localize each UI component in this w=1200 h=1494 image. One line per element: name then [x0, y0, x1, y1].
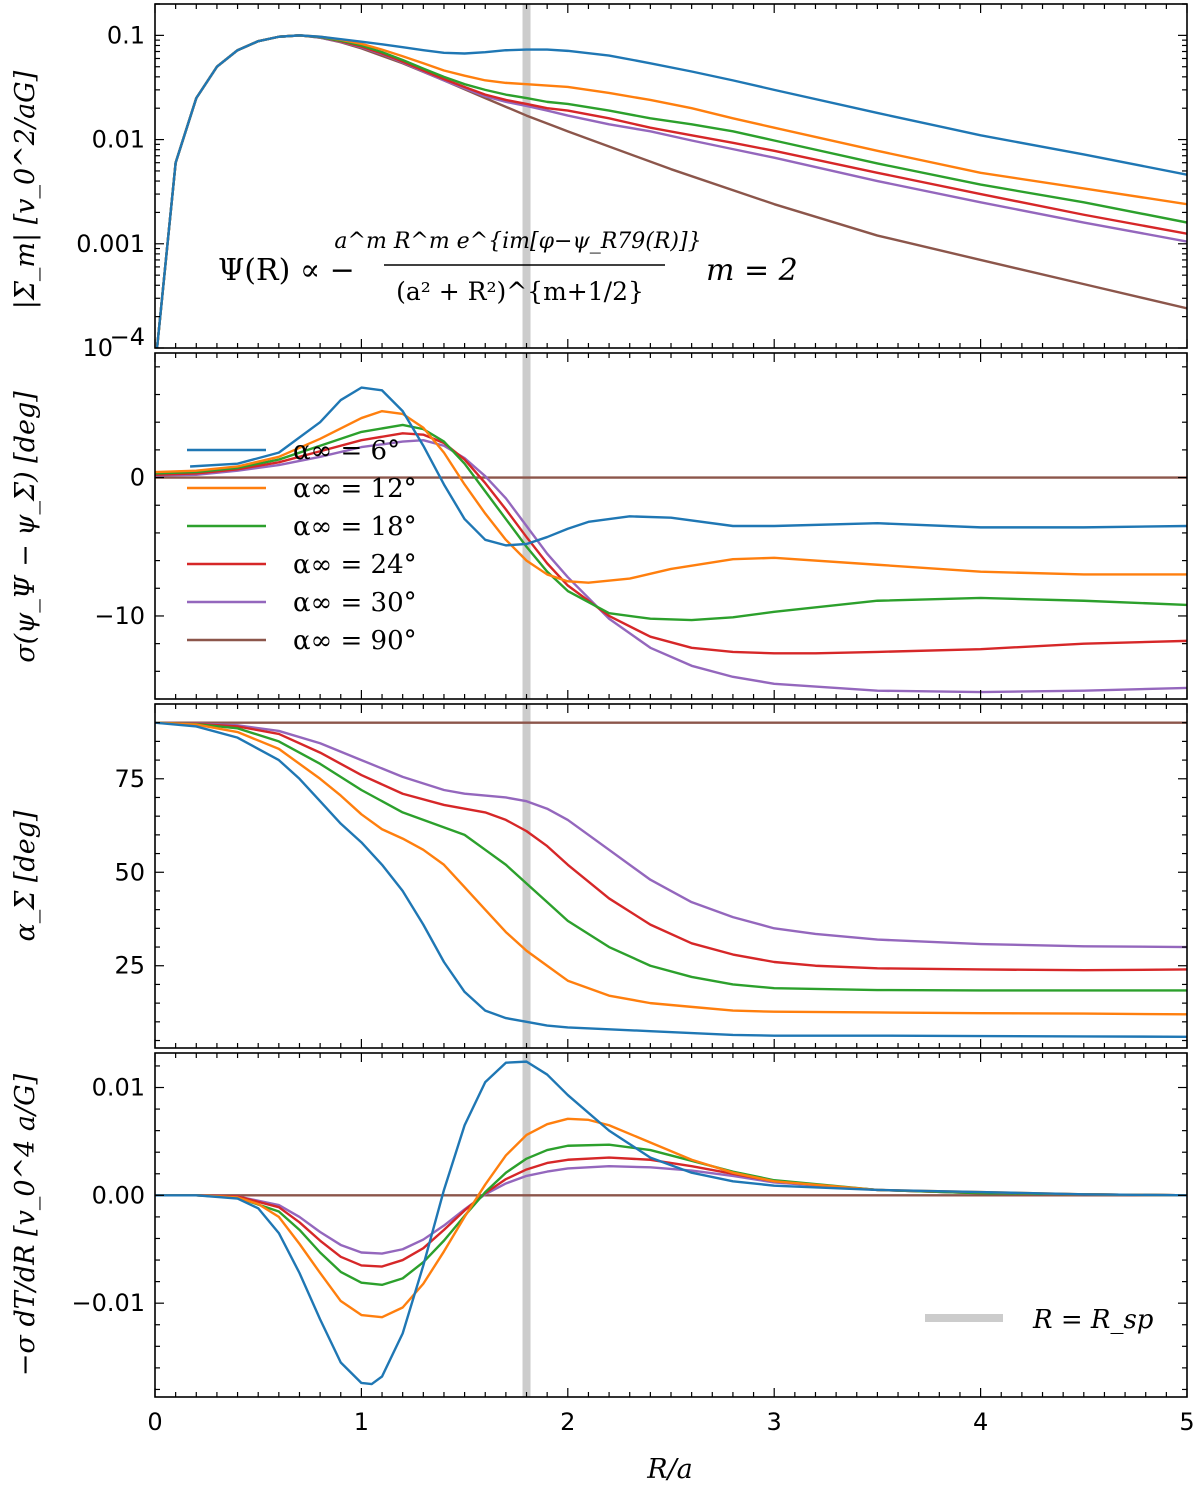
x-axis-label: R/a — [646, 1454, 693, 1485]
x-tick-label: 3 — [767, 1408, 782, 1436]
legend-label: α∞ = 24° — [293, 550, 417, 580]
series-line-alpha-12 — [155, 409, 1187, 584]
legend-label: α∞ = 12° — [293, 474, 417, 504]
formula-numerator: a^m R^m e^{im[φ−ψ_R79(R)]} — [334, 229, 701, 254]
panel-torque-axes: 0 1 2 3 4 5 −0.01 0.00 0.01 — [71, 1052, 1195, 1436]
y-tick-label-exponent: −4 — [110, 323, 145, 351]
axes-frame — [154, 3, 1188, 349]
panel-sigma-m-axes: 10−4 0.001 0.01 0.1 — [76, 3, 1188, 362]
y-tick-label: 0.1 — [107, 21, 145, 49]
panel-sigma-m-lines — [155, 34, 1187, 348]
series-line-alpha-12 — [155, 1117, 1187, 1319]
axes-frame — [154, 703, 1188, 1049]
series-line-alpha-24 — [155, 721, 1187, 972]
series-line-alpha-6 — [155, 721, 1187, 1038]
panel-torque-lines — [155, 1060, 1187, 1386]
y-tick-label: 25 — [114, 952, 145, 980]
y-tick-label: 0 — [130, 464, 145, 492]
series-line-alpha-6 — [155, 34, 1187, 348]
y-tick-label: −0.01 — [71, 1289, 145, 1317]
formula-lhs: Ψ(R) ∝ − — [218, 253, 355, 288]
series-line-alpha-12 — [155, 721, 1187, 1016]
formula-denominator: (a² + R²)^{m+1/2} — [396, 277, 644, 306]
legend-label: α∞ = 18° — [293, 512, 417, 542]
series-line-alpha-90 — [155, 34, 1187, 348]
y-tick-label: 0.01 — [92, 1074, 145, 1102]
y-tick-label: 75 — [114, 765, 145, 793]
series-line-alpha-18 — [155, 34, 1187, 348]
series-line-alpha-6 — [190, 386, 1187, 547]
x-tick-label: 5 — [1179, 1408, 1194, 1436]
series-line-alpha-18 — [155, 721, 1187, 992]
series-line-alpha-30 — [155, 34, 1187, 348]
panel-torque-ylabel: −σ dT/dR [v_0^4 a/G] — [10, 1073, 41, 1376]
panel-alpha-ylabel: α_Σ [deg] — [10, 810, 41, 941]
series-line-alpha-30 — [155, 438, 1187, 694]
series-line-alpha-12 — [155, 34, 1187, 348]
legend-label: α∞ = 90° — [293, 626, 417, 656]
panel-sigma-m-ylabel: |Σ_m| [v_0^2/aG] — [10, 70, 41, 309]
y-tick-label: 0.001 — [76, 230, 145, 258]
reference-line-legend: R = R_sp — [925, 1305, 1154, 1335]
y-tick-label: 10 — [82, 334, 113, 362]
y-tick-label: 0.01 — [92, 126, 145, 154]
panel-phase-ylabel: σ(ψ_Ψ − ψ_Σ) [deg] — [10, 391, 41, 663]
panel-alpha-axes: 25 50 75 — [114, 703, 1188, 1049]
panel-alpha-sigma: 25 50 75 α_Σ [deg] — [10, 703, 1188, 1049]
panel-sigma-m: 10−4 0.001 0.01 0.1 |Σ_m| [v_0^2/aG] Ψ(R) ∝… — [10, 3, 1188, 362]
phase-legend: α∞ = 6° α∞ = 12° α∞ = 18° α∞ = 24° α∞ = 30° α… — [187, 436, 417, 656]
panel-phase-axes: −10 0 — [94, 352, 1188, 700]
x-tick-label: 0 — [147, 1408, 162, 1436]
reference-line-legend-label: R = R_sp — [1032, 1305, 1154, 1335]
y-tick-label: 0.00 — [92, 1181, 145, 1209]
series-line-alpha-24 — [155, 432, 1187, 655]
series-line-alpha-30 — [155, 721, 1187, 949]
panel-phase-lines — [155, 386, 1187, 694]
formula-condition: m = 2 — [706, 253, 798, 288]
legend-label: α∞ = 30° — [293, 588, 417, 618]
x-tick-label: 1 — [354, 1408, 369, 1436]
panel-phase-difference: −100 σ(ψ_Ψ − ψ_Σ) [deg] α∞ = 6°α∞ = 12°α… — [10, 352, 1188, 700]
series-line-alpha-24 — [155, 1156, 1187, 1268]
series-line-alpha-24 — [155, 34, 1187, 348]
series-line-alpha-6 — [155, 1060, 1187, 1386]
panel-torque: 0 1 2 3 4 5 −0.01 0.00 0.01 −σ dT/dR [v_0^4 a/G]… — [10, 1052, 1195, 1485]
y-tick-label: 50 — [114, 858, 145, 886]
x-tick-label: 2 — [560, 1408, 575, 1436]
x-tick-label: 4 — [973, 1408, 988, 1436]
legend-label: α∞ = 6° — [293, 436, 400, 466]
y-tick-label: −10 — [94, 602, 145, 630]
panel-alpha-lines — [155, 721, 1187, 1038]
series-line-alpha-18 — [155, 423, 1187, 622]
formula-annotation: Ψ(R) ∝ − a^m R^m e^{im[φ−ψ_R79(R)]} (a² … — [218, 229, 798, 306]
